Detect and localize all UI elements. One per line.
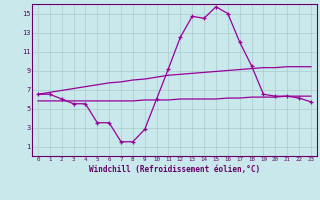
X-axis label: Windchill (Refroidissement éolien,°C): Windchill (Refroidissement éolien,°C) xyxy=(89,165,260,174)
